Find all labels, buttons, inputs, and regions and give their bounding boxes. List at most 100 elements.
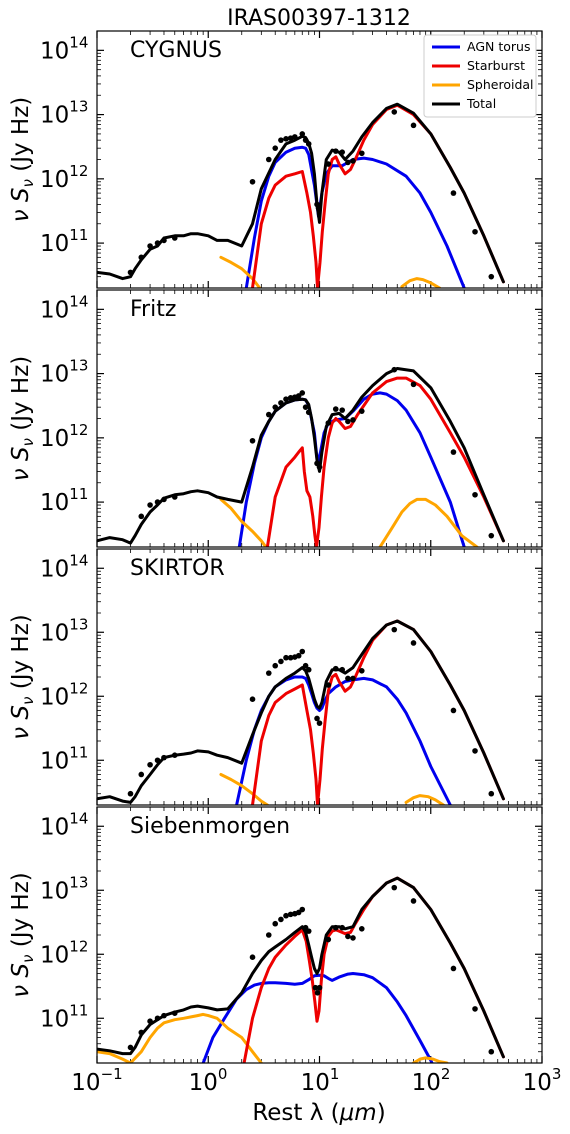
observed-point <box>488 1048 495 1055</box>
observed-point <box>358 150 365 157</box>
observed-point <box>287 394 294 401</box>
observed-point <box>332 406 339 412</box>
observed-point <box>265 156 272 163</box>
observed-point <box>314 715 320 722</box>
observed-point <box>410 640 417 646</box>
observed-point <box>171 752 178 758</box>
y-tick-label: 1012 <box>40 937 88 968</box>
observed-point <box>339 407 346 413</box>
observed-point <box>332 924 339 931</box>
legend-label-starburst: Starburst <box>467 58 525 73</box>
plot-background <box>97 549 542 805</box>
observed-point <box>316 464 323 470</box>
curves <box>97 619 505 805</box>
observed-point <box>345 418 351 425</box>
x-tick-label: 100 <box>189 1065 228 1096</box>
observed-point <box>325 682 332 688</box>
observed-point <box>350 935 356 941</box>
plot-frame <box>96 548 543 806</box>
y-tick-label: 1014 <box>40 809 88 840</box>
panel-label: Fritz <box>130 297 176 322</box>
observed-point <box>161 496 167 503</box>
observed-point <box>147 761 153 768</box>
figure-title: IRAS00397-1312 <box>227 6 411 31</box>
observed-point <box>450 707 457 714</box>
panel-label: CYGNUS <box>130 38 222 63</box>
observed-point <box>472 1006 478 1012</box>
x-tick-label: 102 <box>412 1065 451 1096</box>
legend-label-agn: AGN torus <box>467 39 530 54</box>
observed-point <box>161 237 167 244</box>
observed-point <box>299 131 306 137</box>
observed-point <box>295 652 302 659</box>
observed-point <box>332 665 339 672</box>
observed-point <box>138 513 145 520</box>
legend-label-total: Total <box>466 96 496 111</box>
curves <box>97 366 505 547</box>
observed-point <box>350 675 356 682</box>
y-tick-label: 1011 <box>40 226 88 257</box>
panel-siebenmorgen: 1011 1012 1013 1014 Siebenmorgen ν Sν (Jy Hz) <box>8 806 543 1064</box>
curves <box>97 876 505 1063</box>
observed-point <box>278 658 284 665</box>
observed-point <box>292 134 298 140</box>
observed-point <box>314 989 321 996</box>
observed-point <box>161 754 167 761</box>
observed-point <box>316 720 323 726</box>
observed-point <box>305 666 312 673</box>
observed-point <box>391 626 398 633</box>
observed-point <box>339 149 346 155</box>
legend: AGN torus Starburst Spheroidal Total <box>423 34 537 118</box>
observed-point <box>283 396 289 402</box>
x-tick-label: 101 <box>301 1065 340 1096</box>
observed-point <box>305 928 312 934</box>
observed-point <box>450 190 457 196</box>
observed-point <box>127 269 134 276</box>
observed-point <box>339 666 346 673</box>
plot-frame <box>96 806 543 1064</box>
series-line-total <box>97 876 505 1059</box>
observed-point <box>472 228 478 235</box>
observed-point <box>171 494 178 500</box>
series-line-total <box>97 619 505 804</box>
observed-point <box>138 254 145 261</box>
y-axis-label: ν Sν (Jy Hz) <box>8 97 37 223</box>
x-axis-label: Rest λ (μm) <box>252 1100 385 1126</box>
observed-point <box>339 924 346 931</box>
y-tick-label: 1012 <box>40 162 88 193</box>
observed-point <box>472 748 478 754</box>
observed-point <box>305 141 312 147</box>
series-line-spheroidal <box>219 773 269 805</box>
axis-ticks <box>96 806 543 1064</box>
observed-point <box>287 135 294 141</box>
plot-frame <box>96 289 543 548</box>
observed-point <box>358 925 365 932</box>
series-line-spheroidal <box>219 497 268 547</box>
observed-point <box>332 148 339 154</box>
series-line-spheroidal <box>378 497 479 547</box>
observed-point <box>171 1010 178 1016</box>
observed-point <box>410 381 417 388</box>
observed-point <box>488 532 495 539</box>
series-line-spheroidal <box>404 794 445 805</box>
observed-point <box>410 898 417 904</box>
y-tick-label: 1013 <box>40 357 88 388</box>
observed-point <box>154 499 161 505</box>
observed-point <box>299 906 306 913</box>
observed-point <box>325 936 332 943</box>
x-tick-labels: 10−1 100 101 102 103 <box>71 1065 561 1096</box>
observed-point <box>302 404 309 410</box>
observed-point <box>171 235 178 241</box>
observed-point <box>316 984 323 991</box>
observed-point <box>249 437 256 444</box>
legend-label-spheroidal: Spheroidal <box>467 77 534 92</box>
observed-point <box>345 675 351 682</box>
observed-point <box>127 790 134 797</box>
series-line-spheroidal <box>219 255 262 288</box>
observed-point <box>138 771 145 778</box>
series-line-spheroidal <box>400 277 442 288</box>
observed-point <box>147 502 153 508</box>
series-line-spheroidal <box>412 1056 449 1063</box>
y-tick-label: 1013 <box>40 873 88 904</box>
